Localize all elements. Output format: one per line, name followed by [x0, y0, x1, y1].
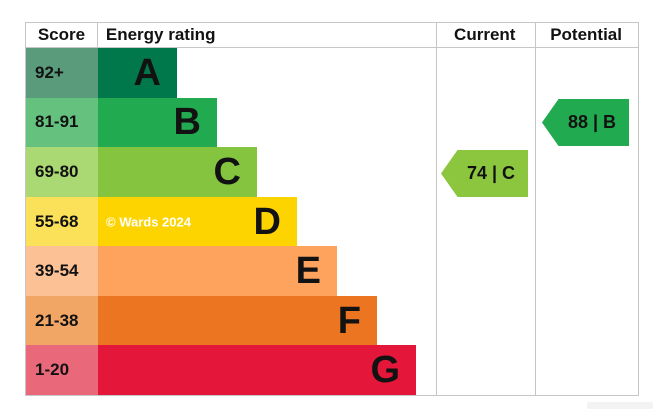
band-letter: B	[173, 101, 201, 144]
band-rows: 92+ A 81-91 B 69-80 C 55-68 © Wards 2024…	[26, 48, 638, 396]
faint-footer-watermark	[587, 402, 653, 409]
potential-arrow-label: 88 | B	[567, 112, 617, 132]
epc-rating-chart: Score Energy rating Current Potential 92…	[25, 22, 639, 396]
score-cell: 69-80	[26, 147, 98, 197]
current-arrow: 74 | C	[441, 150, 528, 197]
band-row-d: 55-68 © Wards 2024 D	[26, 196, 638, 247]
band-row-f: 21-38 F	[26, 295, 638, 346]
table-header: Score Energy rating Current Potential	[26, 23, 638, 48]
band-row-e: 39-54 E	[26, 246, 638, 296]
score-cell: 55-68	[26, 196, 98, 247]
score-cell: 92+	[26, 48, 98, 98]
band-letter: E	[295, 250, 321, 293]
band-letter: A	[133, 51, 161, 94]
rating-bar-d: © Wards 2024 D	[98, 196, 297, 247]
current-column-divider	[436, 23, 437, 395]
rating-bar-f: F	[98, 295, 377, 346]
score-cell: 39-54	[26, 246, 98, 296]
score-cell: 81-91	[26, 97, 98, 148]
header-potential: Potential	[550, 25, 622, 44]
band-letter: D	[253, 200, 281, 243]
potential-arrow: 88 | B	[542, 99, 629, 146]
header-energy-rating: Energy rating	[105, 25, 216, 44]
band-letter: F	[337, 299, 361, 342]
header-score: Score	[26, 23, 98, 47]
rating-bar-b: B	[98, 97, 217, 148]
potential-column-divider	[535, 23, 536, 395]
score-cell: 1-20	[26, 345, 98, 396]
band-letter: G	[370, 349, 400, 392]
rating-bar-g: G	[98, 345, 416, 396]
header-current: Current	[454, 25, 516, 44]
rating-bar-c: C	[98, 147, 257, 197]
band-row-c: 69-80 C	[26, 147, 638, 197]
band-row-a: 92+ A	[26, 48, 638, 98]
current-arrow-label: 74 | C	[466, 163, 516, 183]
rating-bar-a: A	[98, 48, 177, 98]
wards-watermark: © Wards 2024	[106, 214, 191, 230]
band-row-g: 1-20 G	[26, 345, 638, 396]
score-cell: 21-38	[26, 295, 98, 346]
band-letter: C	[213, 150, 241, 193]
band-row-b: 81-91 B	[26, 97, 638, 148]
rating-bar-e: E	[98, 246, 337, 296]
